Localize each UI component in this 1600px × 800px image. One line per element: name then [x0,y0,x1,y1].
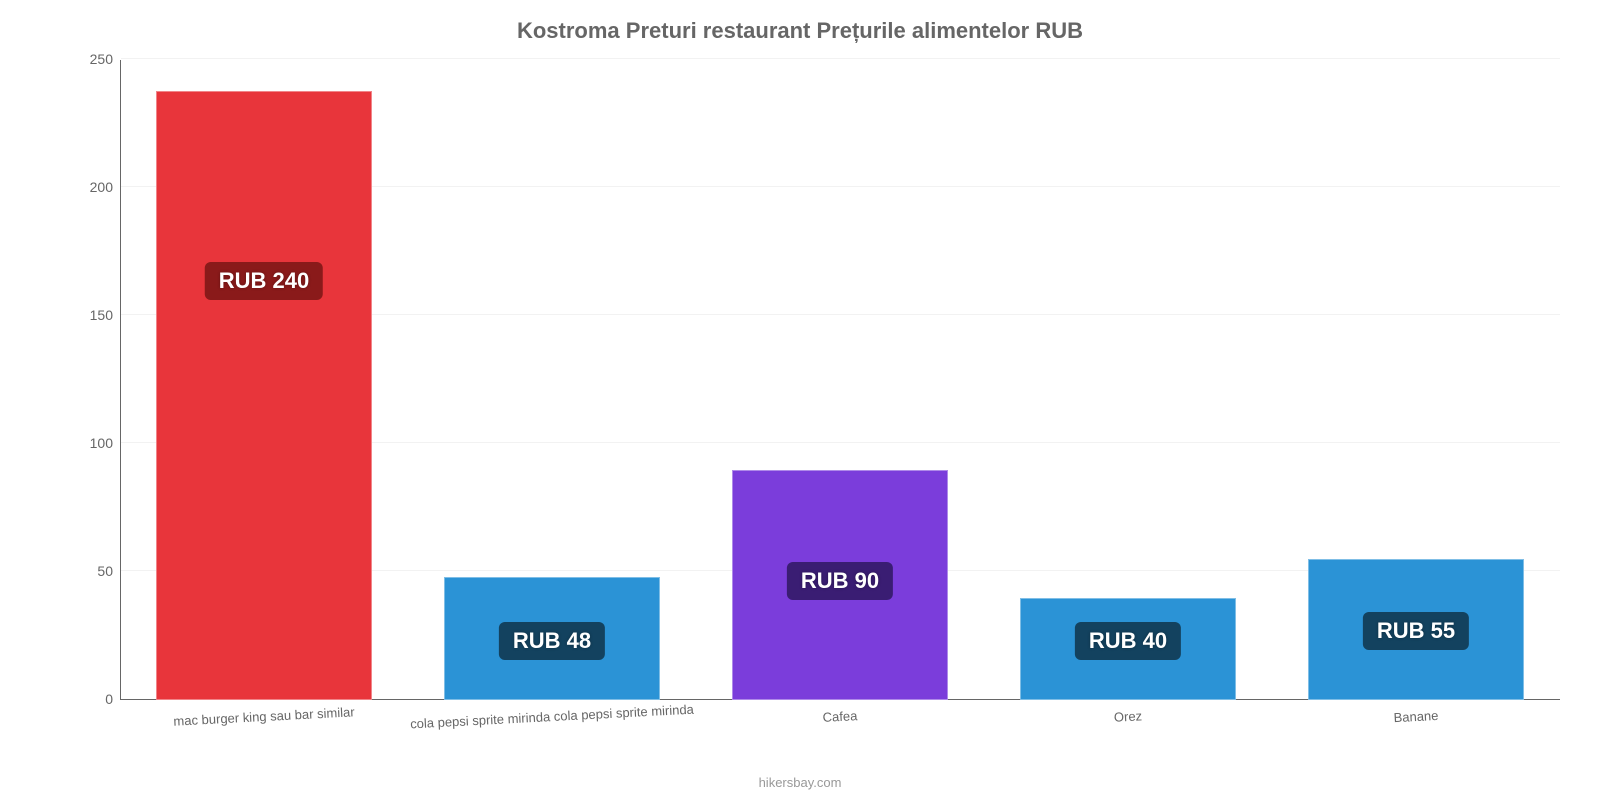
y-tick-label: 250 [90,51,121,67]
bar-slot: RUB 55Banane [1272,60,1560,700]
category-label: Banane [1393,708,1439,725]
category-label: cola pepsi sprite mirinda cola pepsi spr… [410,702,694,732]
bar-slot: RUB 48cola pepsi sprite mirinda cola pep… [408,60,696,700]
bar-slot: RUB 240mac burger king sau bar similar [120,60,408,700]
y-tick-label: 50 [97,563,121,579]
chart-title: Kostroma Preturi restaurant Prețurile al… [0,0,1600,44]
bar [156,91,372,700]
attribution-text: hikersbay.com [759,775,842,790]
gridline [121,58,1560,59]
y-tick-label: 0 [105,691,121,707]
bar-slot: RUB 40Orez [984,60,1272,700]
y-tick-label: 150 [90,307,121,323]
category-label: Orez [1114,708,1143,724]
y-tick-label: 100 [90,435,121,451]
value-badge: RUB 55 [1363,612,1469,650]
bar-slot: RUB 90Cafea [696,60,984,700]
y-tick-label: 200 [90,179,121,195]
bars-row: RUB 240mac burger king sau bar similarRU… [120,60,1560,700]
category-label: mac burger king sau bar similar [173,704,355,728]
value-badge: RUB 40 [1075,622,1181,660]
category-label: Cafea [822,708,857,725]
plot-container: 050100150200250 RUB 240mac burger king s… [120,60,1560,700]
value-badge: RUB 48 [499,622,605,660]
value-badge: RUB 240 [205,262,323,300]
value-badge: RUB 90 [787,562,893,600]
